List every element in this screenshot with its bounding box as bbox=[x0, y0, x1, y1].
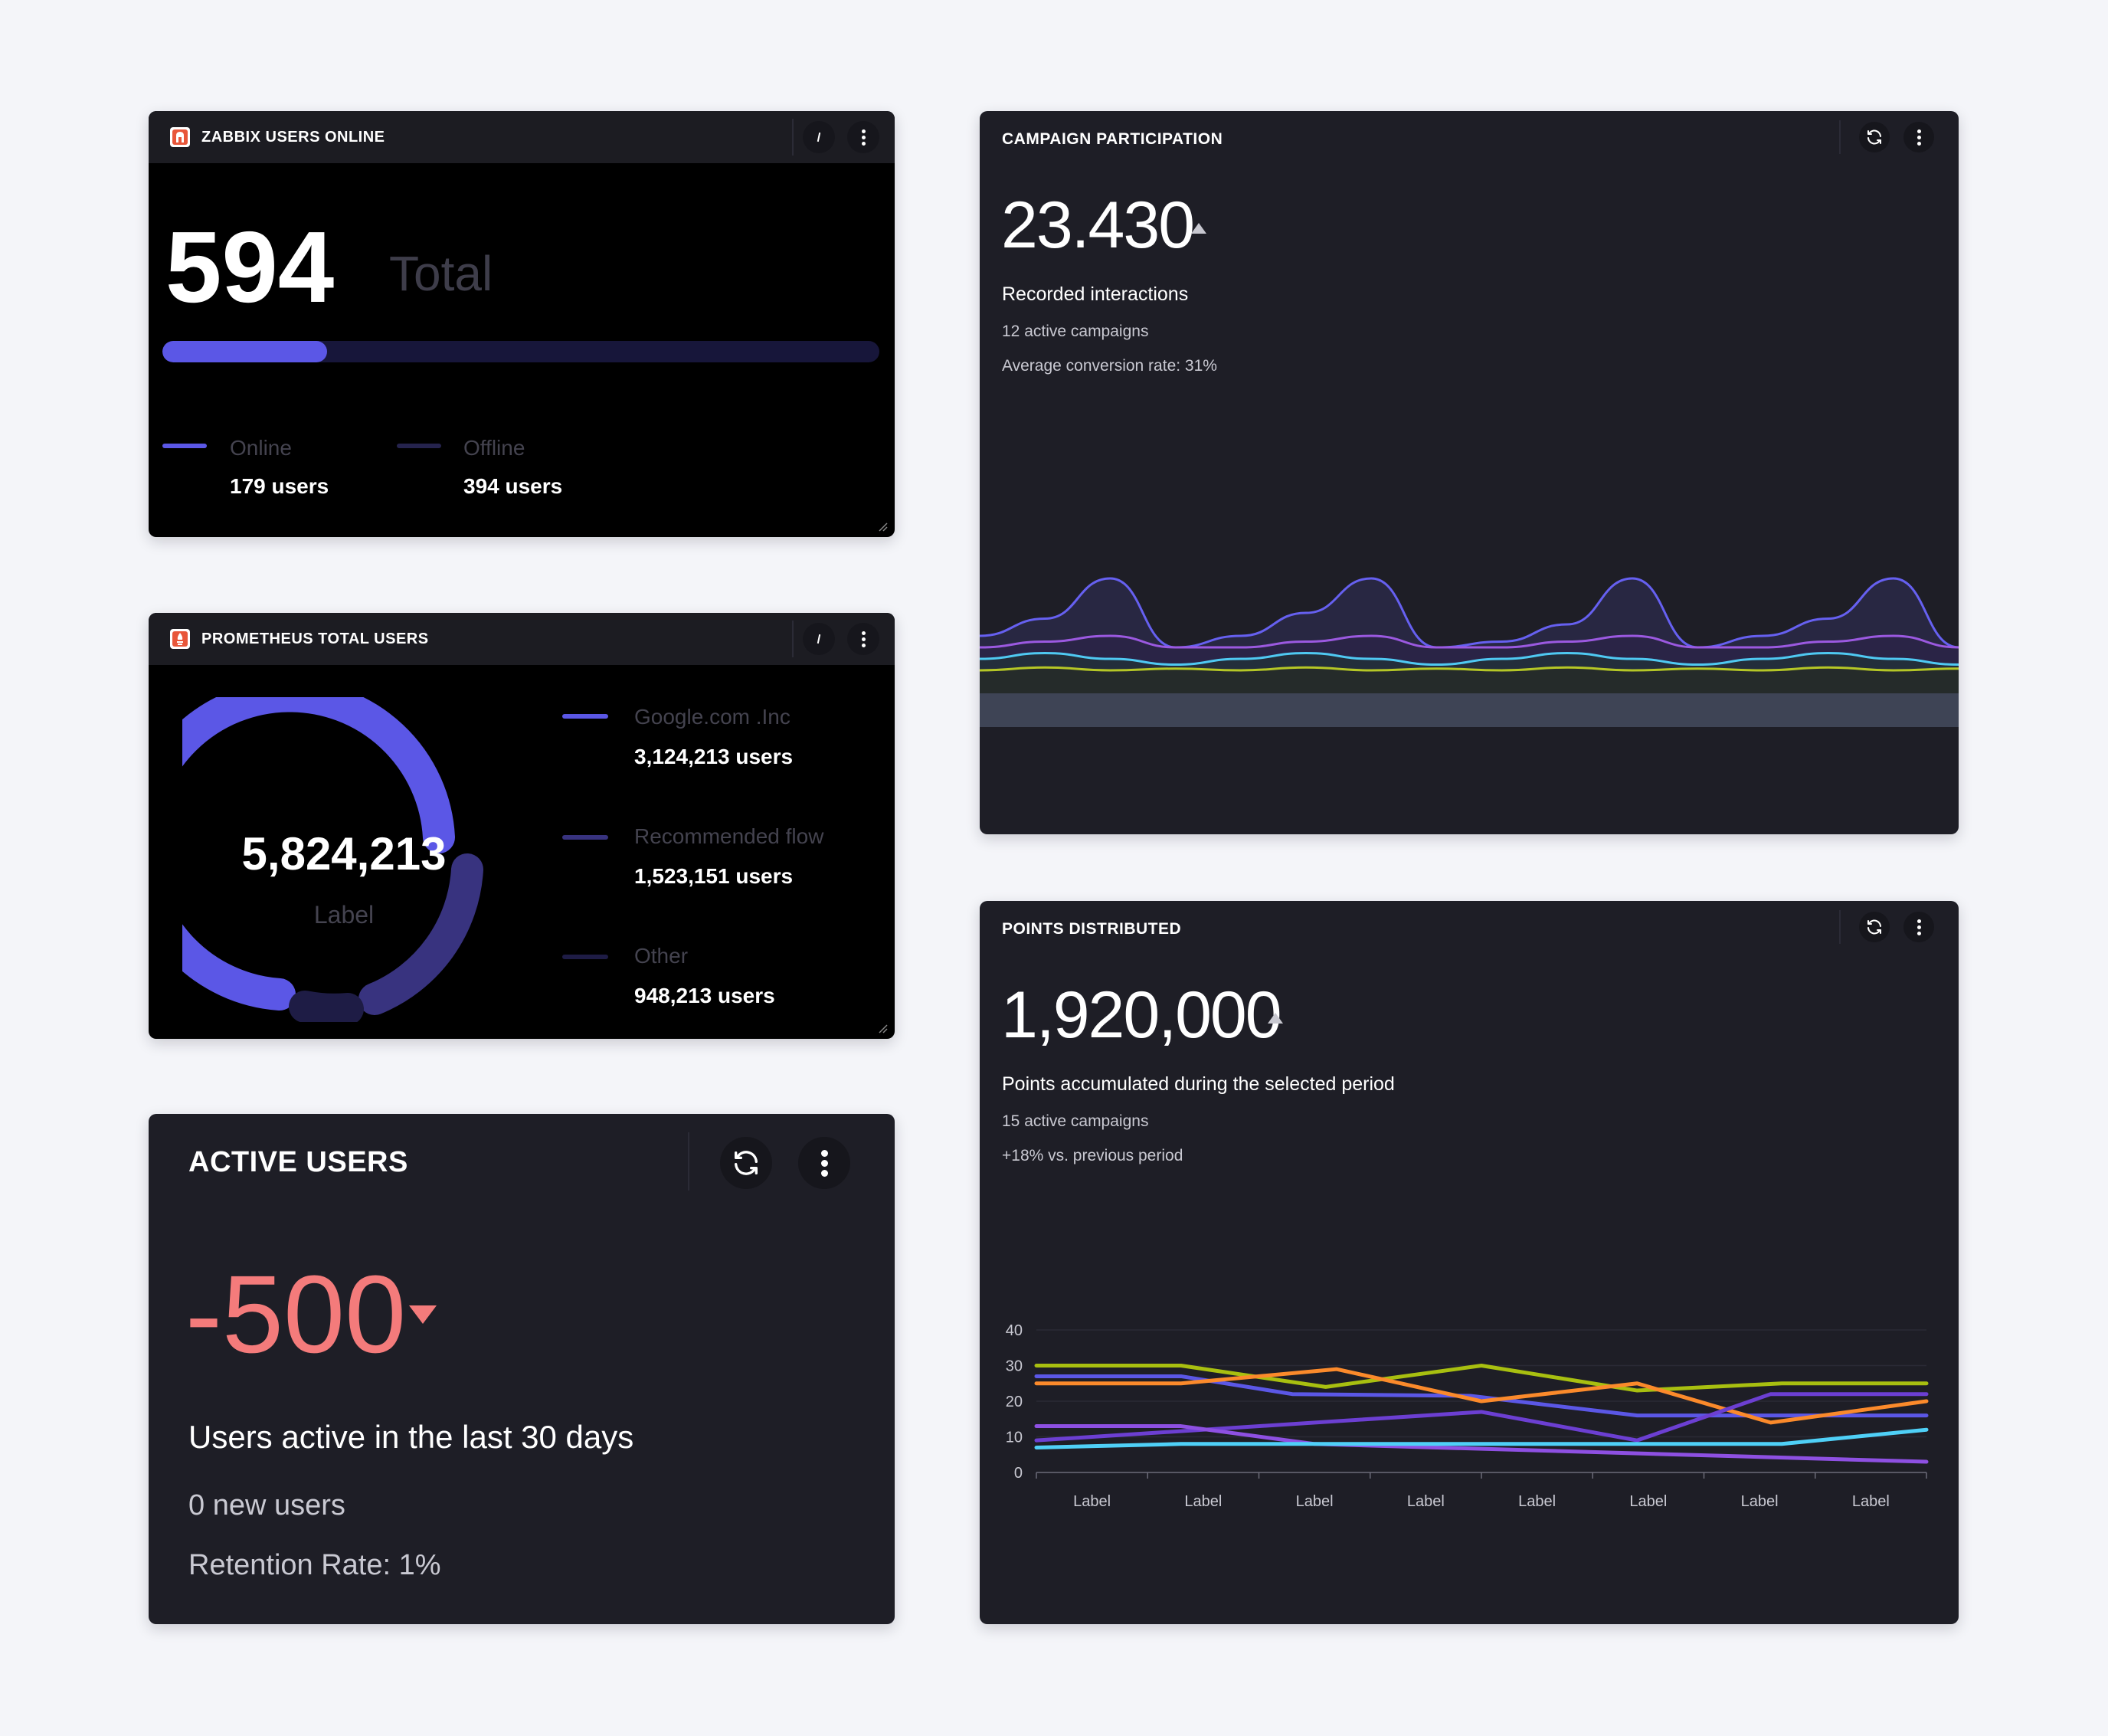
y-tick-label: 20 bbox=[1006, 1394, 1023, 1410]
resize-handle-icon[interactable] bbox=[876, 1022, 889, 1034]
active-campaigns-text: 12 active campaigns bbox=[1002, 323, 1149, 340]
legend-value: 1,523,151 users bbox=[634, 864, 794, 888]
legend-value: 394 users bbox=[463, 474, 563, 498]
legend-value: 948,213 users bbox=[634, 984, 775, 1007]
zabbix-logo-icon bbox=[170, 127, 190, 147]
campaign-value: 23.430 bbox=[1001, 188, 1195, 262]
area-series-line-0 bbox=[980, 577, 1959, 649]
trend-up-icon bbox=[1268, 1013, 1283, 1024]
refresh-icon bbox=[735, 1151, 758, 1175]
line-series-4 bbox=[1034, 1424, 1929, 1464]
active-campaigns-text: 15 active campaigns bbox=[1002, 1112, 1149, 1130]
widget-title: POINTS DISTRIBUTED bbox=[1002, 920, 1182, 938]
legend-swatch bbox=[562, 955, 608, 959]
active-users-subtitle: Users active in the last 30 days bbox=[188, 1419, 634, 1455]
points-subtitle: Points accumulated during the selected p… bbox=[1002, 1073, 1395, 1095]
points-value: 1,920,000 bbox=[1001, 978, 1282, 1052]
widget-header: ZABBIX USERS ONLINE bbox=[149, 111, 895, 163]
total-label: Total bbox=[389, 246, 493, 301]
legend-label: Other bbox=[634, 944, 689, 968]
refresh-button[interactable] bbox=[1859, 912, 1890, 942]
x-tick-label: Label bbox=[1741, 1493, 1779, 1510]
line-series-0 bbox=[1034, 1364, 1929, 1393]
widget-title: ACTIVE USERS bbox=[188, 1146, 408, 1178]
x-tick-label: Label bbox=[1184, 1493, 1222, 1510]
more-options-button[interactable] bbox=[847, 121, 879, 153]
refresh-button[interactable] bbox=[803, 121, 835, 153]
legend-swatch bbox=[397, 444, 441, 448]
more-options-button[interactable] bbox=[847, 623, 879, 655]
retention-rate-text: Retention Rate: 1% bbox=[188, 1549, 441, 1581]
legend-label: Online bbox=[230, 436, 292, 460]
trend-down-icon bbox=[409, 1305, 437, 1324]
legend-label: Google.com .Inc bbox=[634, 705, 790, 729]
period-change-text: +18% vs. previous period bbox=[1002, 1147, 1183, 1164]
refresh-button[interactable] bbox=[803, 623, 835, 655]
legend-swatch bbox=[162, 444, 207, 448]
donut-center-label: Label bbox=[313, 901, 375, 929]
widget-title: PROMETHEUS TOTAL USERS bbox=[201, 631, 429, 647]
refresh-icon bbox=[1867, 129, 1881, 145]
progress-fill bbox=[162, 341, 328, 362]
area-chart bbox=[980, 577, 1959, 727]
x-tick-label: Label bbox=[1407, 1493, 1445, 1510]
refresh-icon bbox=[817, 132, 821, 142]
refresh-icon bbox=[817, 634, 821, 644]
widget-title: CAMPAIGN PARTICIPATION bbox=[1002, 130, 1223, 148]
campaign-subtitle: Recorded interactions bbox=[1002, 283, 1189, 305]
line-series-2 bbox=[1034, 1367, 1929, 1425]
legend-swatch bbox=[562, 835, 608, 840]
new-users-text: 0 new users bbox=[188, 1489, 345, 1521]
area-series-line-1 bbox=[980, 634, 1959, 649]
online-progress-bar bbox=[162, 341, 879, 362]
refresh-icon bbox=[1867, 919, 1881, 935]
y-tick-label: 10 bbox=[1006, 1430, 1023, 1446]
y-tick-label: 0 bbox=[1014, 1465, 1023, 1482]
campaign-participation-widget: CAMPAIGN PARTICIPATION 23.430 Recorded i… bbox=[980, 111, 1959, 834]
area-fill-3 bbox=[980, 667, 1959, 693]
y-tick-label: 40 bbox=[1006, 1322, 1023, 1339]
widget-title: ZABBIX USERS ONLINE bbox=[201, 129, 385, 146]
donut-center-value: 5,824,213 bbox=[241, 828, 447, 879]
area-series-line-2 bbox=[980, 651, 1959, 667]
active-users-value: -500 bbox=[185, 1253, 407, 1376]
donut-segment-google bbox=[182, 697, 455, 1010]
total-value: 594 bbox=[165, 211, 335, 323]
legend-label: Recommended flow bbox=[634, 824, 824, 848]
points-distributed-widget: POINTS DISTRIBUTED 1,920,000 Points accu… bbox=[980, 901, 1959, 1624]
zabbix-users-online-widget: ZABBIX USERS ONLINE 594 Total Online 179… bbox=[149, 111, 895, 537]
x-tick-label: Label bbox=[1852, 1493, 1890, 1510]
prometheus-total-users-widget: PROMETHEUS TOTAL USERS 5,824,213 Label G… bbox=[149, 613, 895, 1039]
legend-value: 179 users bbox=[230, 474, 329, 498]
trend-up-icon bbox=[1191, 223, 1206, 234]
legend-label: Offline bbox=[463, 436, 525, 460]
legend-value: 3,124,213 users bbox=[634, 745, 794, 768]
prometheus-logo-icon bbox=[170, 629, 190, 649]
refresh-button[interactable] bbox=[720, 1137, 772, 1189]
active-users-widget: ACTIVE USERS -500 Users active in the la… bbox=[149, 1114, 895, 1624]
resize-handle-icon[interactable] bbox=[876, 520, 889, 532]
y-tick-label: 30 bbox=[1006, 1358, 1023, 1375]
x-tick-label: Label bbox=[1629, 1493, 1667, 1510]
widget-header: PROMETHEUS TOTAL USERS bbox=[149, 613, 895, 665]
donut-chart bbox=[182, 697, 483, 1022]
more-options-button[interactable] bbox=[1903, 122, 1934, 152]
line-series-1 bbox=[1034, 1374, 1929, 1418]
donut-segment-other bbox=[289, 991, 364, 1022]
x-tick-label: Label bbox=[1296, 1493, 1334, 1510]
x-tick-label: Label bbox=[1518, 1493, 1556, 1510]
more-options-button[interactable] bbox=[798, 1137, 850, 1189]
refresh-button[interactable] bbox=[1859, 122, 1890, 152]
area-base-band bbox=[980, 693, 1959, 727]
area-series-line-3 bbox=[980, 666, 1959, 672]
line-chart: 0 10 20 30 40 Label Label Label Label Label Label L… bbox=[1006, 1322, 1929, 1510]
line-series-5 bbox=[1034, 1427, 1929, 1449]
conversion-rate-text: Average conversion rate: 31% bbox=[1002, 357, 1217, 375]
legend-swatch bbox=[562, 714, 608, 719]
donut-segment-recommended bbox=[358, 853, 483, 1015]
more-options-button[interactable] bbox=[1903, 912, 1934, 942]
line-series-3 bbox=[1034, 1392, 1929, 1443]
x-tick-label: Label bbox=[1073, 1493, 1111, 1510]
